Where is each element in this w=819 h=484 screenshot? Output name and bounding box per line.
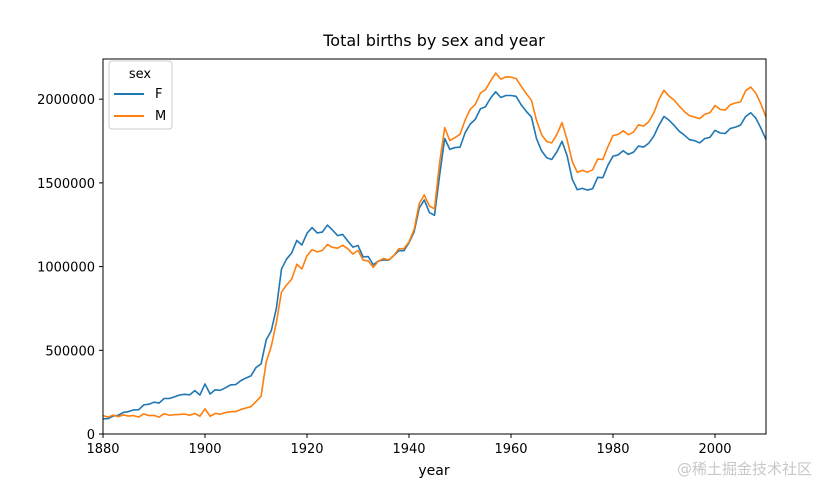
y-tick-label: 1500000 (37, 177, 95, 192)
legend: sex F M (108, 60, 173, 130)
series-layer (102, 72, 767, 420)
series-line-m (102, 72, 767, 418)
x-tick-label: 1880 (86, 442, 119, 457)
x-tick-label: 1960 (494, 442, 527, 457)
x-axis-label: year (418, 463, 449, 479)
legend-title: sex (129, 67, 152, 82)
y-tick-label: 2000000 (37, 93, 95, 108)
x-tick-label: 1900 (188, 442, 221, 457)
plot-frame (102, 58, 767, 435)
chart-title: Total births by sex and year (322, 31, 545, 50)
legend-label-m: M (155, 109, 166, 124)
y-tick-label: 1000000 (37, 261, 95, 276)
watermark: @稀土掘金技术社区 (677, 460, 812, 478)
axes-layer: 1880 1900 1920 1940 1960 1980 2000 0 500000 10000… (37, 58, 767, 457)
series-line-f (102, 91, 767, 420)
y-tick-label: 500000 (45, 344, 95, 359)
x-tick-label: 1920 (290, 442, 323, 457)
x-tick-label: 1940 (392, 442, 425, 457)
legend-label-f: F (155, 87, 162, 102)
x-tick-label: 2000 (698, 442, 731, 457)
x-tick-label: 1980 (596, 442, 629, 457)
y-tick-label: 0 (87, 428, 95, 443)
